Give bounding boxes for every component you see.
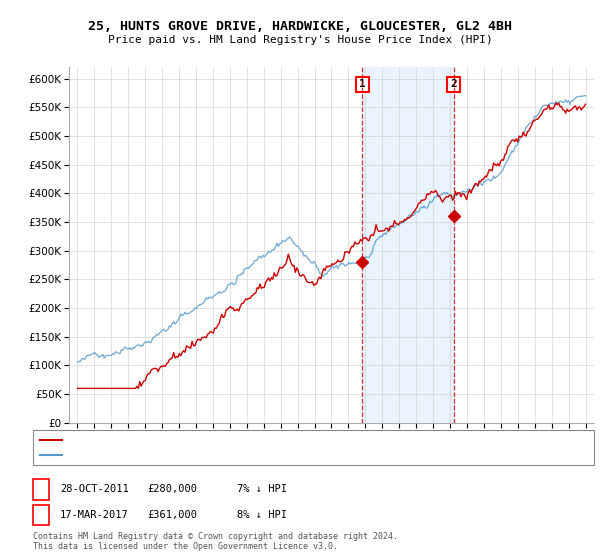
Text: 8% ↓ HPI: 8% ↓ HPI xyxy=(237,510,287,520)
Bar xyxy=(362,67,454,423)
Text: 1: 1 xyxy=(38,484,44,494)
Text: £361,000: £361,000 xyxy=(147,510,197,520)
Text: HPI: Average price, detached house, Stroud: HPI: Average price, detached house, Stro… xyxy=(66,451,308,460)
Text: 1: 1 xyxy=(359,80,366,90)
Text: £280,000: £280,000 xyxy=(147,484,197,494)
Text: 2: 2 xyxy=(450,80,457,90)
Text: 25, HUNTS GROVE DRIVE, HARDWICKE, GLOUCESTER, GL2 4BH (detached house): 25, HUNTS GROVE DRIVE, HARDWICKE, GLOUCE… xyxy=(66,435,469,444)
Text: Price paid vs. HM Land Registry's House Price Index (HPI): Price paid vs. HM Land Registry's House … xyxy=(107,35,493,45)
Text: 17-MAR-2017: 17-MAR-2017 xyxy=(60,510,129,520)
Text: 2: 2 xyxy=(38,510,44,520)
Text: 7% ↓ HPI: 7% ↓ HPI xyxy=(237,484,287,494)
Text: 25, HUNTS GROVE DRIVE, HARDWICKE, GLOUCESTER, GL2 4BH: 25, HUNTS GROVE DRIVE, HARDWICKE, GLOUCE… xyxy=(88,20,512,32)
Text: Contains HM Land Registry data © Crown copyright and database right 2024.
This d: Contains HM Land Registry data © Crown c… xyxy=(33,532,398,552)
Text: 28-OCT-2011: 28-OCT-2011 xyxy=(60,484,129,494)
